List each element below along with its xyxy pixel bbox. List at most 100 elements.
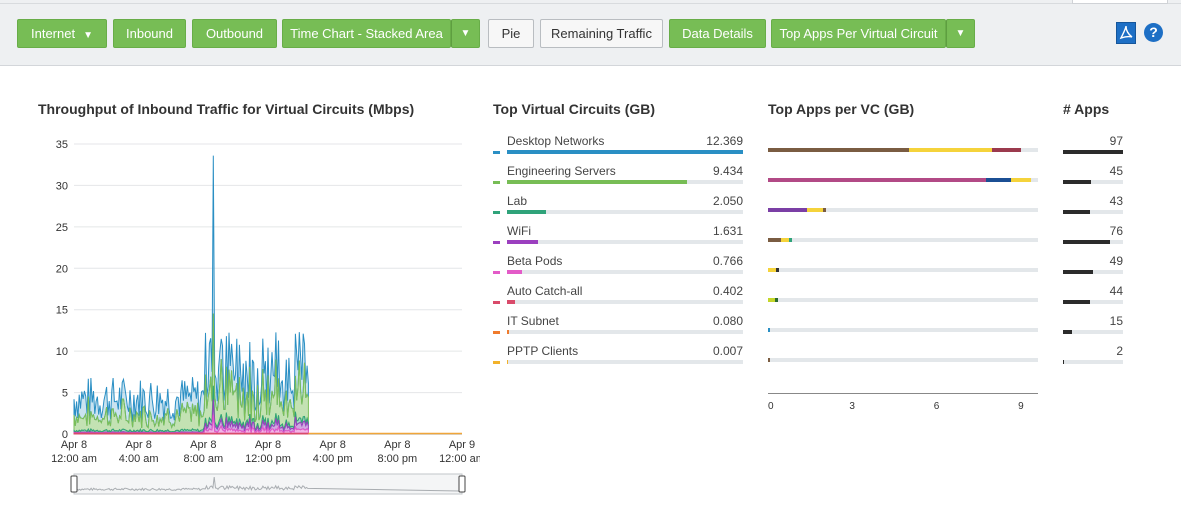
vc-bar	[507, 270, 522, 274]
pie-button[interactable]: Pie	[488, 19, 534, 48]
vc-bar	[507, 360, 508, 364]
num-apps-bar	[1063, 270, 1094, 274]
vc-value: 1.631	[712, 224, 743, 238]
y-axis-ticks: 0 5 10 15 20 25 30 35	[56, 139, 68, 441]
navigator-sparkline	[76, 476, 460, 492]
app-bar-segment[interactable]	[768, 148, 909, 152]
vc-name[interactable]: PPTP Clients	[507, 344, 579, 358]
time-chart-button-label: Time Chart - Stacked Area	[290, 26, 443, 41]
app-bar-row[interactable]	[768, 328, 1038, 332]
num-apps-bar	[1063, 240, 1110, 244]
vc-bar	[507, 150, 743, 154]
app-bar-segment[interactable]	[1011, 178, 1031, 182]
num-apps-value: 44	[1109, 284, 1123, 298]
vc-row[interactable]: Engineering Servers 9.434	[493, 164, 743, 194]
app-bar-row[interactable]	[768, 178, 1038, 182]
inbound-button[interactable]: Inbound	[113, 19, 186, 48]
vc-row[interactable]: Lab 2.050	[493, 194, 743, 224]
top-apps-dropdown[interactable]: ▼	[946, 19, 975, 48]
chart-type-dropdown[interactable]: ▼	[451, 19, 480, 48]
num-apps-bar	[1063, 360, 1065, 364]
app-bar-segment[interactable]	[822, 208, 826, 212]
app-bar-row[interactable]	[768, 268, 1038, 272]
app-bar-segment[interactable]	[775, 298, 778, 302]
num-apps-bar	[1063, 330, 1073, 334]
chevron-down-icon: ▼	[955, 28, 966, 39]
vc-name[interactable]: Beta Pods	[507, 254, 563, 268]
app-bar-segment[interactable]	[768, 178, 986, 182]
app-bar-segment[interactable]	[807, 208, 823, 212]
vc-row[interactable]: IT Subnet 0.080	[493, 314, 743, 344]
num-apps-bar-track	[1063, 240, 1123, 244]
data-details-button[interactable]: Data Details	[669, 19, 766, 48]
num-apps-bar-track	[1063, 300, 1123, 304]
series-area[interactable]	[73, 432, 309, 435]
x-tick-label-time: 8:00 pm	[377, 453, 417, 465]
vc-group-dropdown[interactable]: Internet ▼	[17, 19, 107, 48]
vc-name[interactable]: Engineering Servers	[507, 164, 616, 178]
remaining-traffic-button[interactable]: Remaining Traffic	[540, 19, 663, 48]
num-apps-row: 49	[1063, 254, 1123, 284]
vc-bar-track	[507, 270, 743, 274]
app-bar-segment[interactable]	[768, 298, 776, 302]
app-bar-row[interactable]	[768, 358, 1038, 362]
navigator-handle-right[interactable]	[458, 475, 466, 493]
outbound-button[interactable]: Outbound	[192, 19, 277, 48]
num-apps-row: 43	[1063, 194, 1123, 224]
vc-name[interactable]: Desktop Networks	[507, 134, 605, 148]
num-apps-value: 49	[1109, 254, 1123, 268]
vc-row[interactable]: WiFi 1.631	[493, 224, 743, 254]
num-apps-bar-track	[1063, 270, 1123, 274]
app-bar-segment[interactable]	[776, 268, 780, 272]
series-area[interactable]	[73, 155, 309, 429]
app-bar-segment[interactable]	[768, 328, 770, 332]
vc-row[interactable]: Auto Catch-all 0.402	[493, 284, 743, 314]
app-bar-segment[interactable]	[768, 238, 781, 242]
vc-color-swatch	[493, 211, 500, 214]
app-bar-row[interactable]	[768, 208, 1038, 212]
vc-value: 0.766	[712, 254, 743, 268]
vc-name[interactable]: WiFi	[507, 224, 531, 238]
app-bar-segment[interactable]	[768, 208, 808, 212]
y-tick-label: 30	[56, 180, 68, 192]
num-apps-value: 76	[1109, 224, 1123, 238]
time-chart-button[interactable]: Time Chart - Stacked Area	[282, 19, 451, 48]
num-apps-bar	[1063, 210, 1090, 214]
vc-name[interactable]: Auto Catch-all	[507, 284, 583, 298]
pdf-export-icon[interactable]	[1116, 22, 1136, 44]
chevron-down-icon: ▼	[460, 28, 471, 39]
app-bar-segment[interactable]	[985, 178, 1012, 182]
help-icon[interactable]: ?	[1144, 23, 1163, 42]
app-bar-segment[interactable]	[768, 268, 777, 272]
remaining-traffic-button-label: Remaining Traffic	[551, 26, 652, 41]
vc-name[interactable]: IT Subnet	[507, 314, 559, 328]
app-bar-segment[interactable]	[768, 358, 770, 362]
vc-bar	[507, 180, 687, 184]
throughput-chart[interactable]: 0 5 10 15 20 25 30 35 Apr 8 12:00 am Apr 8 4:00 am…	[30, 132, 480, 502]
top-apps-per-vc-button[interactable]: Top Apps Per Virtual Circuit	[771, 19, 946, 48]
vc-row[interactable]: Desktop Networks 12.369	[493, 134, 743, 164]
num-apps-bar-track	[1063, 150, 1123, 154]
vc-row[interactable]: PPTP Clients 0.007	[493, 344, 743, 374]
time-range-navigator[interactable]	[70, 473, 466, 495]
app-bar-row[interactable]	[768, 298, 1038, 302]
vc-value: 2.050	[712, 194, 743, 208]
x-tick-label-time: 12:00 am	[439, 453, 480, 465]
app-bar-row[interactable]	[768, 148, 1038, 152]
app-bar-segment[interactable]	[780, 238, 790, 242]
navigator-handle-left[interactable]	[70, 475, 78, 493]
vc-color-swatch	[493, 271, 500, 274]
app-bar-row[interactable]	[768, 238, 1038, 242]
app-bar-segment[interactable]	[908, 148, 992, 152]
num-apps-bar	[1063, 180, 1091, 184]
vc-row[interactable]: Beta Pods 0.766	[493, 254, 743, 284]
app-bar-segment[interactable]	[991, 148, 1022, 152]
vc-bar-track	[507, 360, 743, 364]
num-apps-row: 15	[1063, 314, 1123, 344]
num-apps-value: 43	[1109, 194, 1123, 208]
app-bar-segment[interactable]	[789, 238, 793, 242]
y-tick-label: 0	[62, 429, 68, 441]
vc-value: 0.402	[712, 284, 743, 298]
vc-bar	[507, 210, 547, 214]
vc-name[interactable]: Lab	[507, 194, 528, 208]
